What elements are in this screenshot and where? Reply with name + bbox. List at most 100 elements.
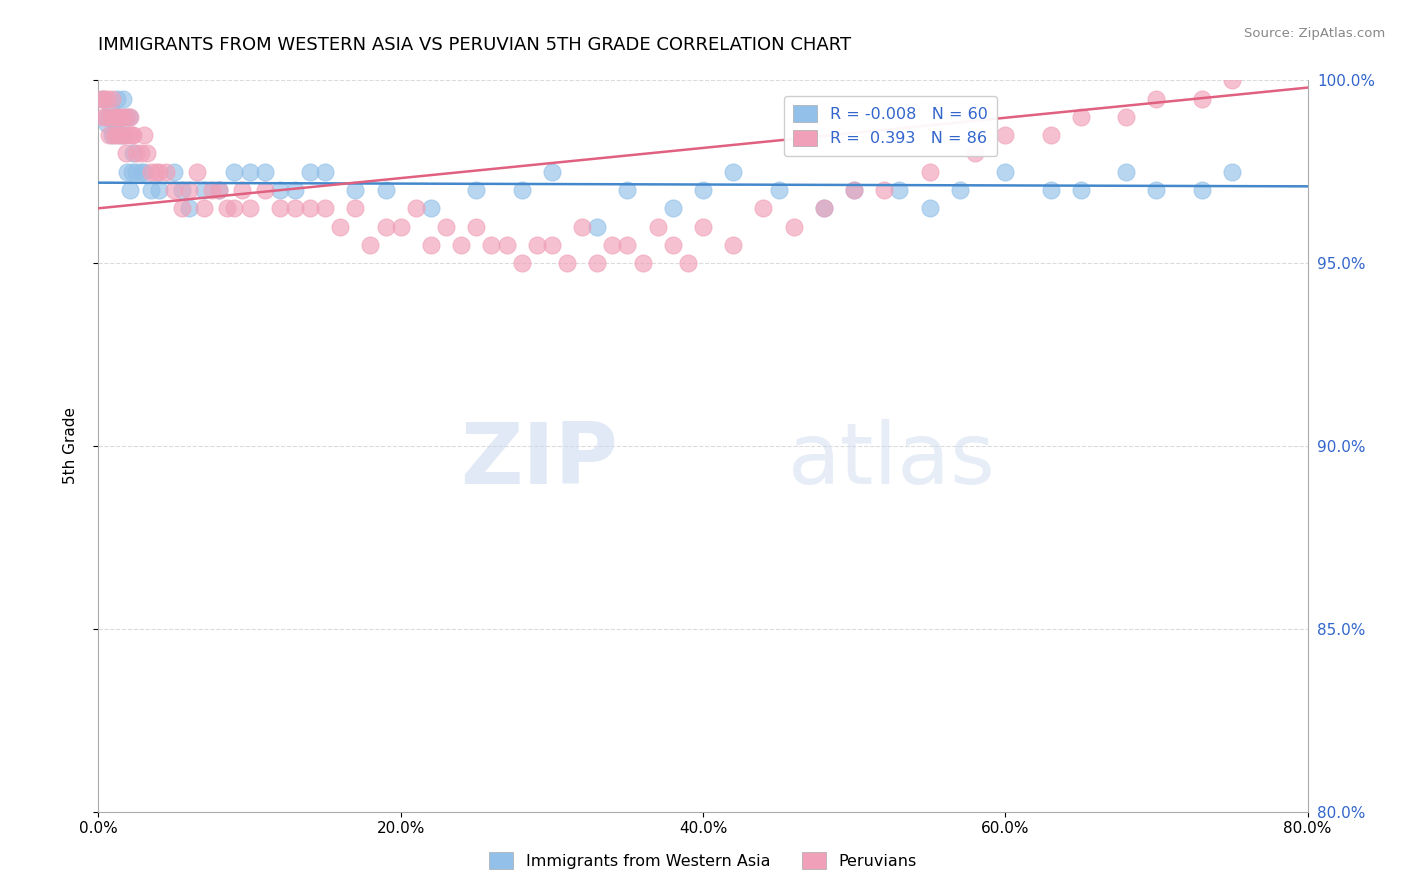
Point <box>111 110 134 124</box>
Text: IMMIGRANTS FROM WESTERN ASIA VS PERUVIAN 5TH GRADE CORRELATION CHART: IMMIGRANTS FROM WESTERN ASIA VS PERUVIAN… <box>98 36 852 54</box>
Point <box>101 92 124 106</box>
Point <box>647 219 669 234</box>
Point <box>723 164 745 178</box>
Text: Source: ZipAtlas.com: Source: ZipAtlas.com <box>1244 27 1385 40</box>
Point <box>186 164 208 178</box>
Point <box>115 110 138 124</box>
Point <box>110 128 132 143</box>
Point <box>420 202 443 216</box>
Point <box>114 146 136 161</box>
Point <box>104 110 127 124</box>
Point <box>208 183 231 197</box>
Point <box>949 183 972 197</box>
Point <box>193 183 215 197</box>
Point <box>122 146 145 161</box>
Point <box>105 128 128 143</box>
Point <box>269 183 291 197</box>
Point <box>783 219 806 234</box>
Point <box>1220 164 1243 178</box>
Point <box>994 128 1017 143</box>
Point <box>374 219 396 234</box>
Point <box>676 256 699 270</box>
Point <box>723 238 745 252</box>
Point <box>284 183 307 197</box>
Point <box>1039 128 1062 143</box>
Point <box>145 164 167 178</box>
Point <box>602 238 624 252</box>
Point <box>495 238 517 252</box>
Point <box>1070 110 1092 124</box>
Y-axis label: 5th Grade: 5th Grade <box>63 408 77 484</box>
Point <box>299 202 322 216</box>
Text: atlas: atlas <box>787 419 995 502</box>
Point <box>434 219 457 234</box>
Point <box>100 110 122 124</box>
Point <box>101 128 124 143</box>
Point <box>155 164 177 178</box>
Point <box>215 202 238 216</box>
Point <box>93 92 115 106</box>
Point <box>405 202 427 216</box>
Point <box>571 219 593 234</box>
Point <box>107 110 129 124</box>
Point <box>586 219 609 234</box>
Point <box>135 146 157 161</box>
Point <box>100 103 122 117</box>
Point <box>91 110 114 124</box>
Point <box>631 256 654 270</box>
Point <box>360 238 382 252</box>
Point <box>616 183 638 197</box>
Point <box>374 183 396 197</box>
Point <box>813 202 835 216</box>
Point <box>120 183 142 197</box>
Point <box>465 219 488 234</box>
Point <box>314 202 336 216</box>
Point <box>163 183 186 197</box>
Point <box>115 164 138 178</box>
Text: ZIP: ZIP <box>461 419 619 502</box>
Point <box>526 238 548 252</box>
Point <box>844 183 866 197</box>
Point <box>231 183 253 197</box>
Point <box>918 202 941 216</box>
Point <box>110 110 132 124</box>
Point <box>994 164 1017 178</box>
Point <box>239 164 262 178</box>
Point <box>108 128 131 143</box>
Point <box>918 164 941 178</box>
Point <box>692 183 714 197</box>
Point <box>224 164 246 178</box>
Point <box>112 128 135 143</box>
Point <box>96 92 118 106</box>
Point <box>510 183 533 197</box>
Point <box>510 256 533 270</box>
Point <box>661 238 683 252</box>
Point <box>768 183 790 197</box>
Point <box>1146 92 1168 106</box>
Point <box>170 202 193 216</box>
Point <box>889 183 911 197</box>
Point <box>965 146 987 161</box>
Point <box>91 92 114 106</box>
Point <box>125 164 148 178</box>
Point <box>129 146 152 161</box>
Point <box>125 146 148 161</box>
Point <box>555 256 578 270</box>
Legend: Immigrants from Western Asia, Peruvians: Immigrants from Western Asia, Peruvians <box>482 846 924 875</box>
Point <box>1191 183 1213 197</box>
Point <box>120 110 142 124</box>
Point <box>114 110 136 124</box>
Point <box>692 219 714 234</box>
Point <box>103 110 125 124</box>
Point <box>329 219 352 234</box>
Point <box>450 238 472 252</box>
Point <box>586 256 609 270</box>
Point <box>132 164 155 178</box>
Point <box>111 92 134 106</box>
Point <box>1115 110 1137 124</box>
Point <box>96 117 118 131</box>
Point <box>121 164 143 178</box>
Point <box>873 183 896 197</box>
Point <box>540 238 562 252</box>
Point <box>813 202 835 216</box>
